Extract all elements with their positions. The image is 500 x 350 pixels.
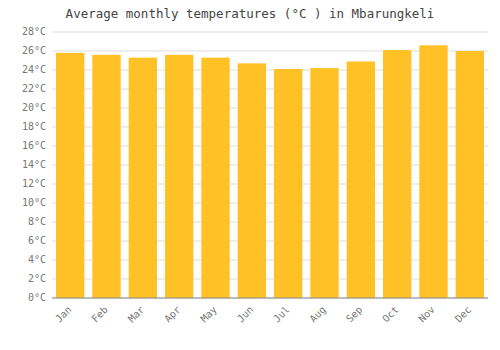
y-tick-label: 22°C	[22, 83, 46, 94]
title: Average monthly temperatures (°C ) in Mb…	[66, 6, 435, 21]
x-tick-label: Jul	[271, 304, 292, 325]
x-tick-label: Jun	[235, 304, 256, 325]
bar	[201, 58, 229, 298]
y-tick-label: 20°C	[22, 102, 46, 113]
bar	[238, 63, 266, 298]
x-tick-label: Feb	[89, 304, 110, 325]
bar	[383, 50, 411, 298]
bar	[129, 58, 157, 298]
y-tick-label: 8°C	[28, 216, 46, 227]
x-tick-label: May	[198, 304, 219, 325]
y-tick-label: 10°C	[22, 197, 46, 208]
x-tick-label: Jan	[53, 304, 74, 325]
chart: 0°C 2°C 4°C 6°C 8°C 10°C 12°C 14°C 16°C 18°C 20°C 2…	[0, 0, 500, 350]
bar	[456, 51, 484, 298]
bar	[347, 61, 375, 298]
grid	[52, 32, 488, 298]
bar	[92, 55, 120, 298]
chart-container: 0°C 2°C 4°C 6°C 8°C 10°C 12°C 14°C 16°C 18°C 20°C 2…	[0, 0, 500, 350]
bar	[310, 68, 338, 298]
y-tick-label: 16°C	[22, 140, 46, 151]
x-tick-label: Sep	[344, 304, 365, 325]
bar	[419, 45, 447, 298]
x-axis-line	[52, 298, 488, 299]
y-tick-label: 6°C	[28, 235, 46, 246]
x-tick-label: Mar	[126, 304, 147, 325]
y-tick-label: 12°C	[22, 178, 46, 189]
bar	[274, 69, 302, 298]
x-tick-label: Oct	[380, 304, 401, 325]
x-tick-label: Dec	[453, 304, 474, 325]
y-tick-label: 28°C	[22, 26, 46, 37]
y-tick-label: 2°C	[28, 273, 46, 284]
bar	[56, 53, 84, 298]
x-tick-label: Aug	[307, 304, 328, 325]
y-tick-label: 14°C	[22, 159, 46, 170]
x-tick-label: Apr	[162, 304, 183, 325]
y-tick-label: 0°C	[28, 292, 46, 303]
x-axis: Jan Feb Mar Apr May Jun Jul Aug Sep Oct Nov Dec	[53, 304, 473, 325]
y-tick-label: 24°C	[22, 64, 46, 75]
grid-line	[52, 298, 488, 299]
y-tick-label: 26°C	[22, 45, 46, 56]
bar	[165, 55, 193, 298]
x-tick-label: Nov	[416, 304, 437, 325]
grid-line	[52, 32, 488, 33]
y-axis: 0°C 2°C 4°C 6°C 8°C 10°C 12°C 14°C 16°C 18°C 20°C 2…	[22, 26, 46, 303]
y-tick-label: 4°C	[28, 254, 46, 265]
bars	[56, 45, 484, 298]
y-tick-label: 18°C	[22, 121, 46, 132]
